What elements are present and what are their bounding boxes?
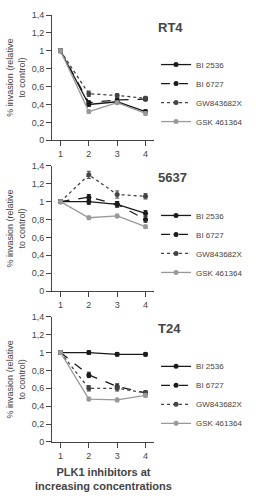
svg-text:1: 1 <box>39 348 44 358</box>
svg-text:1: 1 <box>58 300 63 310</box>
svg-text:3: 3 <box>115 451 120 461</box>
svg-text:BI 6727: BI 6727 <box>196 231 224 240</box>
svg-text:0,8: 0,8 <box>32 215 45 225</box>
svg-text:PLK1 inhibitors atincreasing c: PLK1 inhibitors atincreasing concentrati… <box>35 466 172 492</box>
svg-text:% invasion (relativeto control: % invasion (relativeto control) <box>5 340 27 418</box>
svg-text:0,4: 0,4 <box>32 401 45 411</box>
svg-text:0,2: 0,2 <box>32 419 45 429</box>
svg-text:BI 2536: BI 2536 <box>196 61 224 70</box>
svg-text:1,2: 1,2 <box>32 330 45 340</box>
svg-text:4: 4 <box>143 149 148 159</box>
svg-text:0,6: 0,6 <box>32 383 45 393</box>
svg-text:GW843682X: GW843682X <box>196 99 242 108</box>
svg-text:BI 2536: BI 2536 <box>196 362 224 371</box>
svg-text:0: 0 <box>39 286 44 296</box>
svg-text:BI 6727: BI 6727 <box>196 80 224 89</box>
svg-text:RT4: RT4 <box>158 20 183 35</box>
svg-text:1,2: 1,2 <box>32 179 45 189</box>
svg-text:5637: 5637 <box>158 170 187 185</box>
svg-text:2: 2 <box>86 451 91 461</box>
svg-text:1,4: 1,4 <box>32 10 45 20</box>
svg-text:GSK 461364: GSK 461364 <box>196 118 242 127</box>
svg-text:BI 2536: BI 2536 <box>196 212 224 221</box>
svg-text:0,6: 0,6 <box>32 233 45 243</box>
svg-text:0: 0 <box>39 135 44 145</box>
svg-text:% invasion (relativeto control: % invasion (relativeto control) <box>5 189 27 267</box>
svg-text:GW843682X: GW843682X <box>196 400 242 409</box>
svg-text:0,2: 0,2 <box>32 118 45 128</box>
svg-text:% invasion (relativeto control: % invasion (relativeto control) <box>5 39 27 117</box>
svg-text:1: 1 <box>58 149 63 159</box>
svg-text:1: 1 <box>58 451 63 461</box>
svg-text:GSK 461364: GSK 461364 <box>196 419 242 428</box>
svg-text:0,8: 0,8 <box>32 366 45 376</box>
svg-text:1: 1 <box>39 197 44 207</box>
svg-text:0,2: 0,2 <box>32 268 45 278</box>
svg-text:4: 4 <box>143 451 148 461</box>
svg-text:2: 2 <box>86 300 91 310</box>
svg-text:0,4: 0,4 <box>32 100 45 110</box>
svg-text:3: 3 <box>115 149 120 159</box>
svg-text:3: 3 <box>115 300 120 310</box>
svg-text:GSK 461364: GSK 461364 <box>196 269 242 278</box>
svg-text:0,4: 0,4 <box>32 250 45 260</box>
svg-text:0,6: 0,6 <box>32 82 45 92</box>
svg-text:BI 6727: BI 6727 <box>196 381 224 390</box>
svg-text:GW843682X: GW843682X <box>196 250 242 259</box>
svg-text:1,4: 1,4 <box>32 312 45 322</box>
svg-text:1,4: 1,4 <box>32 161 45 171</box>
svg-text:0,8: 0,8 <box>32 64 45 74</box>
svg-text:1: 1 <box>39 46 44 56</box>
svg-text:1,2: 1,2 <box>32 28 45 38</box>
svg-text:4: 4 <box>143 300 148 310</box>
svg-text:T24: T24 <box>158 321 181 336</box>
svg-text:0: 0 <box>39 437 44 447</box>
svg-text:2: 2 <box>86 149 91 159</box>
